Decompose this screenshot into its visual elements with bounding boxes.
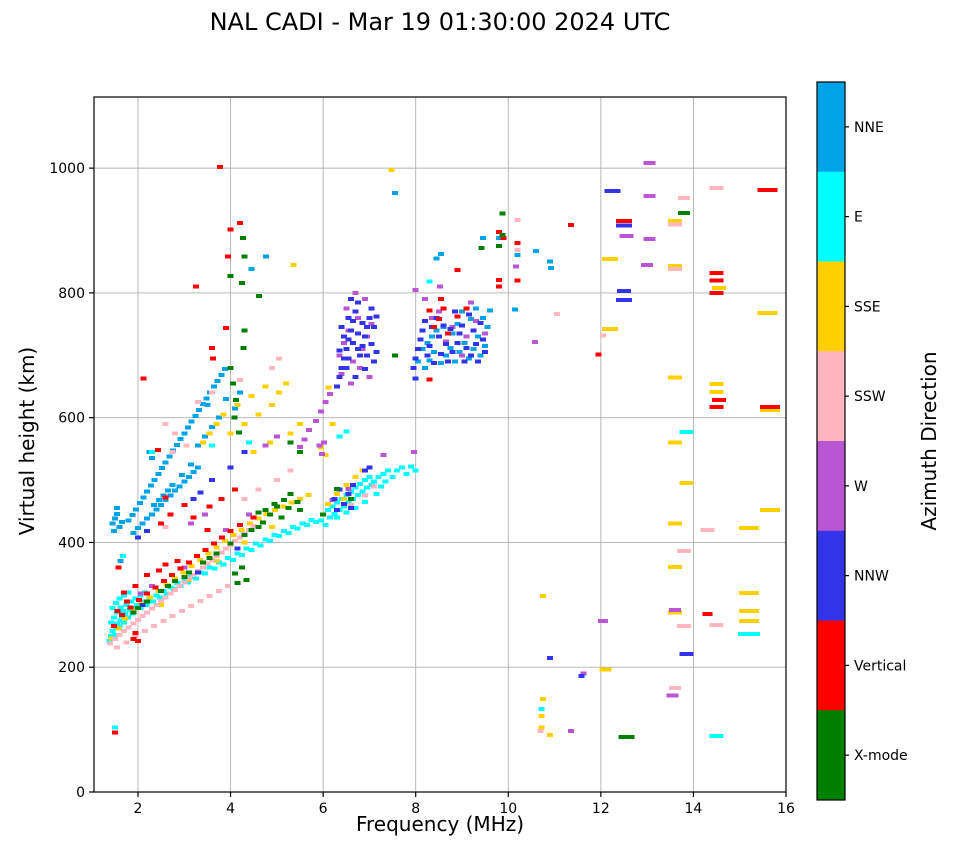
x-tick-label: 10 [499,801,517,817]
colorbar-category-label: SSE [854,299,881,315]
series-w [137,161,681,733]
y-tick-label: 600 [58,411,85,427]
series-nnw [135,189,694,678]
colorbar-category-label: NNW [854,569,889,585]
y-axis-label: Virtual height (km) [15,346,39,536]
y-tick-label: 1000 [49,161,85,177]
series-x-mode [130,211,691,740]
x-tick-label: 4 [226,801,235,817]
x-tick-label: 6 [319,801,328,817]
series-ssw [107,186,724,733]
y-tick-label: 800 [58,286,85,302]
x-tick-label: 2 [134,801,143,817]
x-axis-label: Frequency (MHz) [355,812,525,836]
series-sse [109,168,780,738]
colorbar-label: Azimuth Direction [917,351,941,531]
x-tick-label: 8 [411,801,420,817]
y-tick-label: 200 [58,660,85,676]
y-tick-label: 400 [58,535,85,551]
series-vertical [110,164,780,735]
y-tick-label: 0 [76,785,85,801]
axes-frame: 2 4 6 8 10 12 14 16 0 200 400 600 800 1000 [49,96,795,817]
colorbar-category-label: E [854,210,863,226]
colorbar-category-label: NNE [854,120,884,136]
colorbar-category-label: X-mode [854,748,908,764]
x-tick-label: 16 [777,801,795,817]
chart-title: NAL CADI - Mar 19 01:30:00 2024 UTC [209,8,671,36]
series-e [106,279,760,738]
colorbar-category-label: SSW [854,389,886,405]
colorbar: NNE E SSE SSW W NNW Vertical X-mode [816,81,908,801]
colorbar-category-label: W [854,479,868,495]
scatter-points [106,161,780,740]
x-tick-label: 12 [592,801,610,817]
colorbar-category-label: Vertical [854,658,906,674]
x-tick-label: 14 [685,801,703,817]
